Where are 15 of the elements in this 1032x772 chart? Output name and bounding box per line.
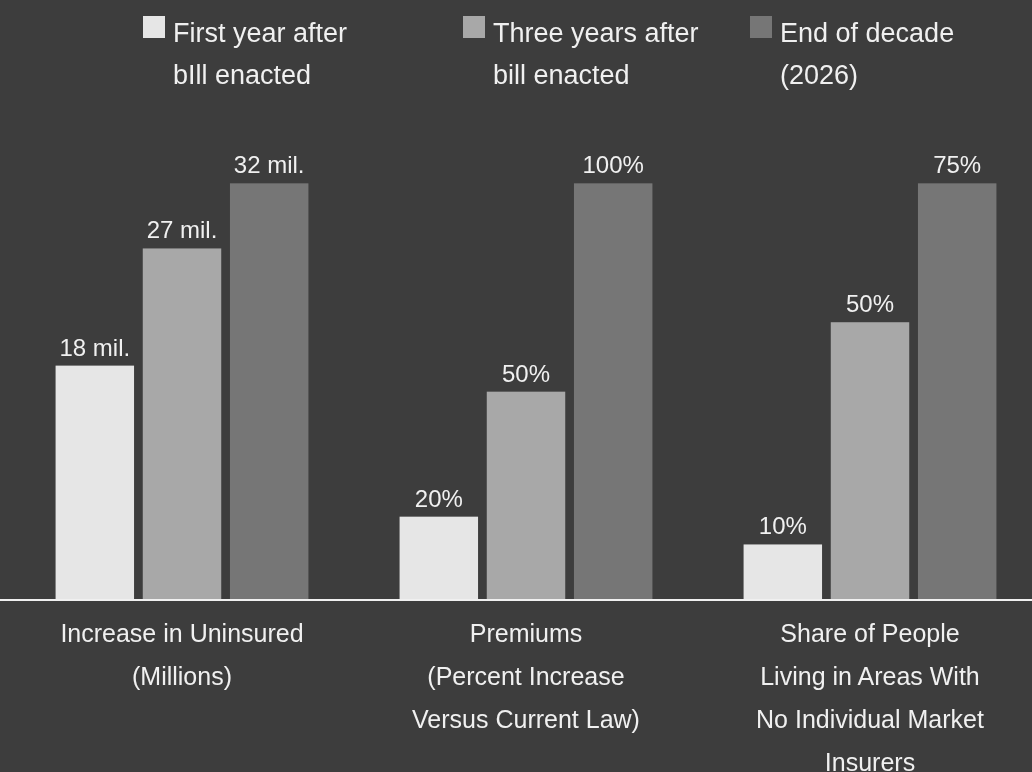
data-label: 50% [845, 290, 895, 318]
data-label: 20% [414, 484, 463, 512]
data-label: 18 mil. [59, 333, 131, 361]
data-label: 75% [933, 151, 982, 179]
x-axis-title: Premiums (Percent Increase Versus Current Law) [412, 619, 640, 733]
x-axis-title: Increase in Uninsured (Millions) [60, 619, 304, 690]
data-label: 100% [582, 151, 644, 179]
x-axis-title: Share of People Living in Areas With No Individual Market Insurers [756, 619, 984, 772]
legend-label: End of decade (2026) [780, 18, 955, 90]
data-label: 32 mil. [233, 151, 305, 179]
legend-label: First year after bIll enacted [173, 18, 348, 90]
data-label: 50% [501, 359, 551, 387]
data-label: 10% [758, 512, 807, 540]
legend-label: Three years after bill enacted [493, 18, 699, 90]
data-label: 27 mil. [146, 216, 218, 244]
